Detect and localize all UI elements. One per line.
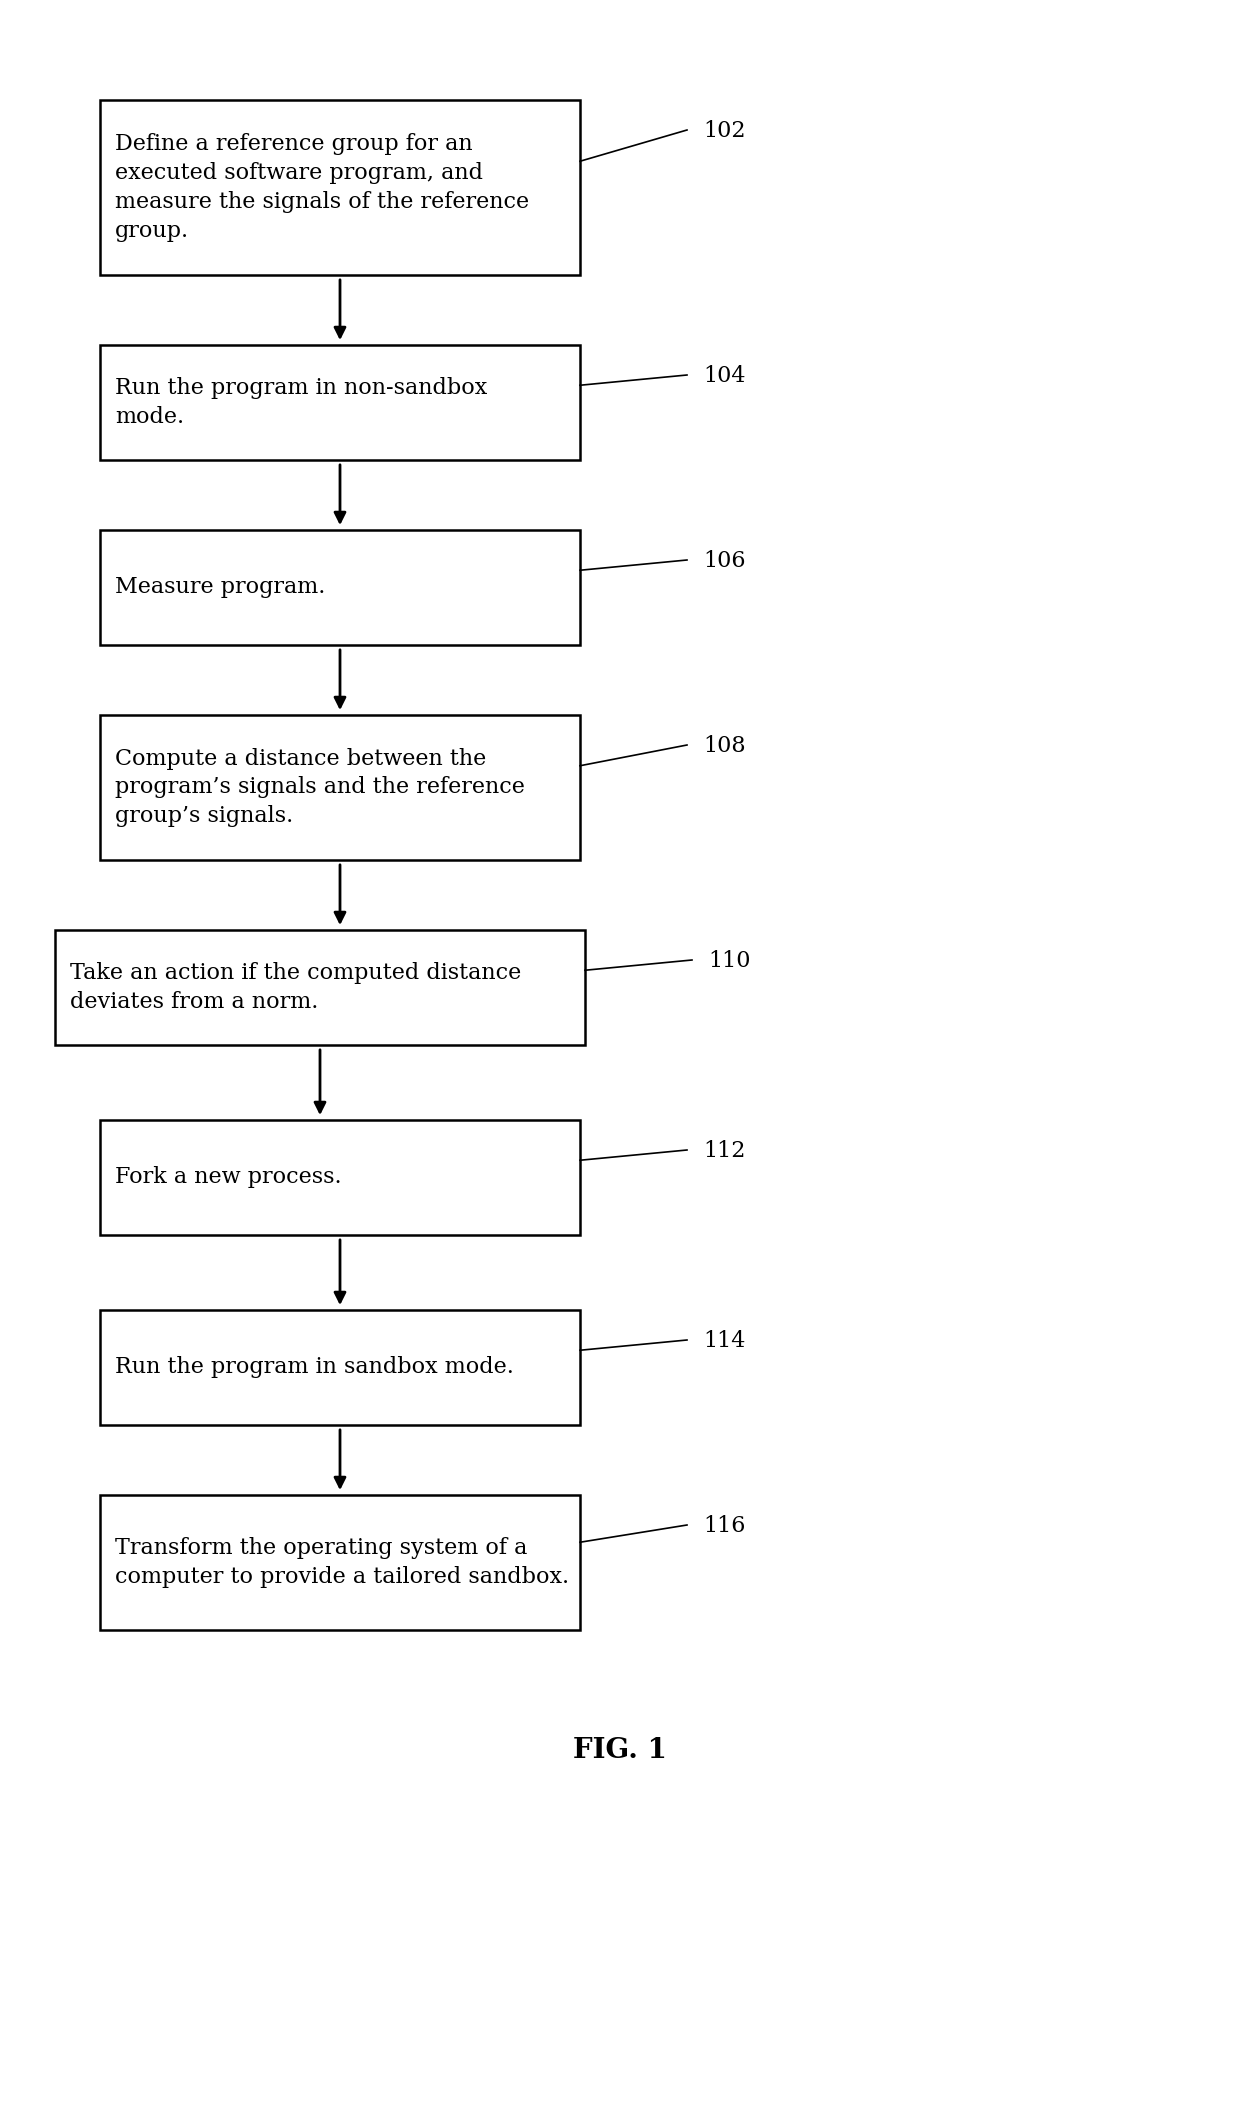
- Text: Run the program in non-sandbox
mode.: Run the program in non-sandbox mode.: [115, 376, 487, 427]
- Bar: [100, 101, 580, 275]
- Bar: [100, 1310, 580, 1426]
- Bar: [55, 930, 585, 1045]
- Bar: [100, 1121, 580, 1234]
- Text: 106: 106: [704, 551, 746, 572]
- Text: Run the program in sandbox mode.: Run the program in sandbox mode.: [115, 1356, 513, 1377]
- Text: 104: 104: [704, 366, 746, 387]
- Text: 102: 102: [704, 120, 746, 143]
- Text: 114: 114: [704, 1329, 746, 1352]
- Text: 110: 110: [709, 951, 751, 972]
- Bar: [100, 715, 580, 860]
- Text: 116: 116: [704, 1514, 746, 1537]
- Text: Define a reference group for an
executed software program, and
measure the signa: Define a reference group for an executed…: [115, 132, 529, 242]
- Bar: [100, 1495, 580, 1630]
- Text: Measure program.: Measure program.: [115, 576, 325, 599]
- Text: Compute a distance between the
program’s signals and the reference
group’s signa: Compute a distance between the program’s…: [115, 749, 525, 826]
- Text: Take an action if the computed distance
deviates from a norm.: Take an action if the computed distance …: [69, 961, 521, 1014]
- Text: Transform the operating system of a
computer to provide a tailored sandbox.: Transform the operating system of a comp…: [115, 1537, 569, 1588]
- Text: 108: 108: [703, 736, 746, 757]
- Bar: [100, 345, 580, 461]
- Text: Fork a new process.: Fork a new process.: [115, 1167, 342, 1188]
- Text: FIG. 1: FIG. 1: [573, 1737, 667, 1764]
- Text: 112: 112: [704, 1140, 746, 1163]
- Bar: [100, 530, 580, 646]
